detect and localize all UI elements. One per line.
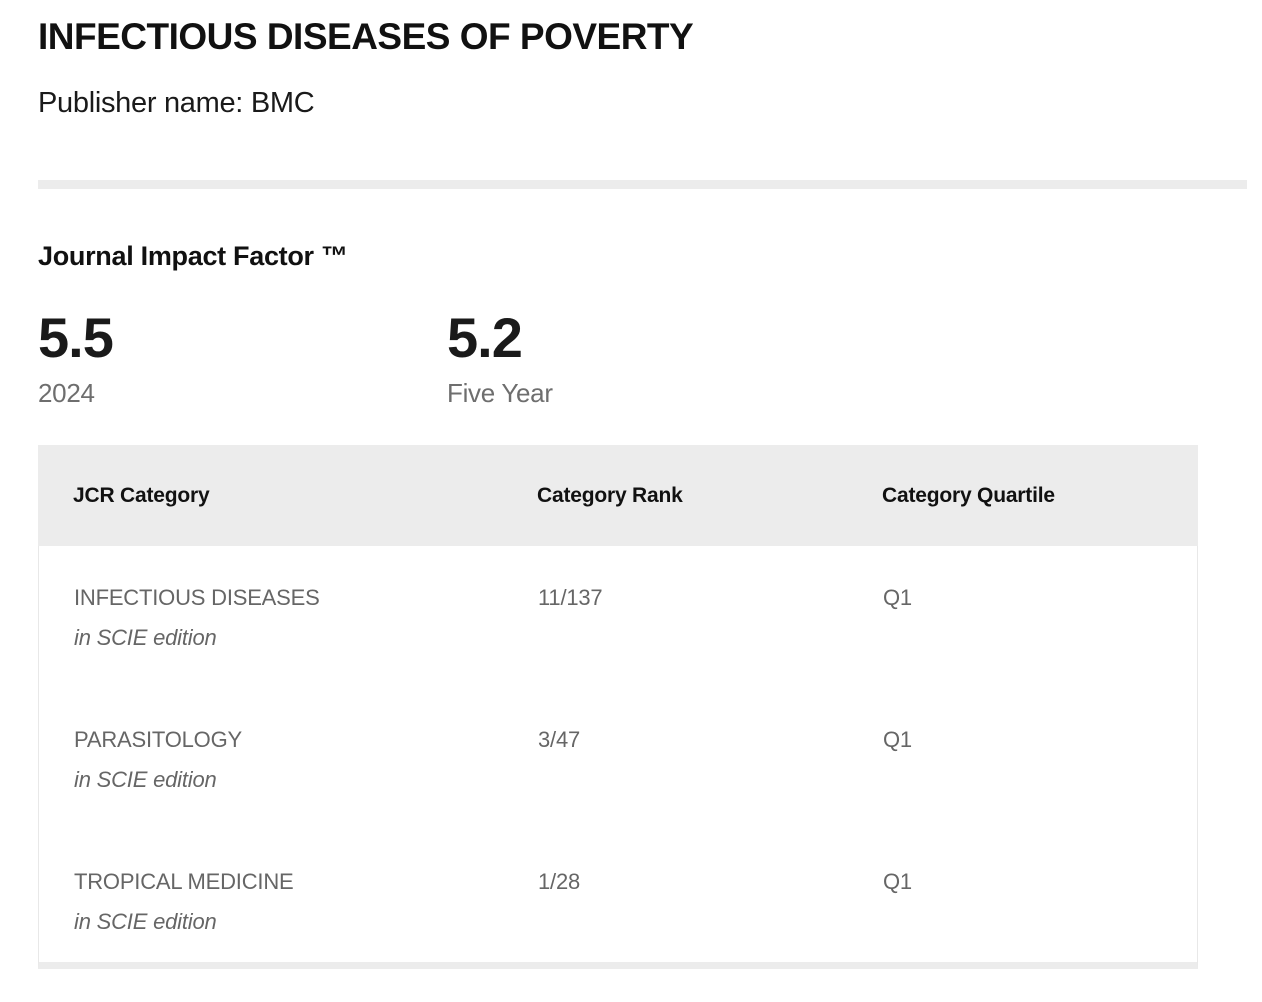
category-cell: PARASITOLOGY in SCIE edition <box>74 726 538 794</box>
publisher-name-line: Publisher name: BMC <box>38 87 315 119</box>
category-rank-value: 1/28 <box>538 869 581 894</box>
category-edition: in SCIE edition <box>74 909 217 934</box>
impact-factor-value-five-year: 5.2 <box>447 306 523 369</box>
jcr-category-table-body: INFECTIOUS DISEASES in SCIE edition 11/1… <box>38 546 1198 969</box>
impact-factor-five-year: 5.2 Five Year <box>447 306 856 409</box>
category-quartile-value: Q1 <box>883 585 912 610</box>
table-row: TROPICAL MEDICINE in SCIE edition 1/28 Q… <box>39 830 1197 962</box>
journal-impact-factor-heading: Journal Impact Factor ™ <box>38 241 348 271</box>
category-name: TROPICAL MEDICINE <box>74 869 294 894</box>
category-edition: in SCIE edition <box>74 767 217 792</box>
journal-title: INFECTIOUS DISEASES OF POVERTY <box>38 16 694 57</box>
jcr-category-table: JCR Category Category Rank Category Quar… <box>38 445 1198 969</box>
category-rank-value: 3/47 <box>538 727 581 752</box>
category-name: INFECTIOUS DISEASES <box>74 585 320 610</box>
jcr-category-table-header: JCR Category Category Rank Category Quar… <box>38 445 1198 546</box>
impact-factor-label-2024: 2024 <box>38 378 95 408</box>
category-edition: in SCIE edition <box>74 625 217 650</box>
table-row: INFECTIOUS DISEASES in SCIE edition 11/1… <box>39 546 1197 688</box>
column-header-category-quartile: Category Quartile <box>882 483 1055 507</box>
category-cell: TROPICAL MEDICINE in SCIE edition <box>74 868 538 936</box>
category-quartile-value: Q1 <box>883 869 912 894</box>
jcr-journal-profile-page: INFECTIOUS DISEASES OF POVERTY Publisher… <box>38 16 1262 969</box>
table-row: PARASITOLOGY in SCIE edition 3/47 Q1 <box>39 688 1197 830</box>
category-name: PARASITOLOGY <box>74 727 242 752</box>
column-header-jcr-category: JCR Category <box>73 483 210 507</box>
impact-factor-label-five-year: Five Year <box>447 378 553 408</box>
section-divider <box>38 180 1247 189</box>
category-rank-value: 11/137 <box>538 585 603 610</box>
category-quartile-value: Q1 <box>883 727 912 752</box>
impact-factor-value-2024: 5.5 <box>38 306 114 369</box>
column-header-category-rank: Category Rank <box>537 483 683 507</box>
impact-factor-current: 5.5 2024 <box>38 306 447 409</box>
category-cell: INFECTIOUS DISEASES in SCIE edition <box>74 584 538 652</box>
impact-factor-stats: 5.5 2024 5.2 Five Year <box>38 306 1262 409</box>
